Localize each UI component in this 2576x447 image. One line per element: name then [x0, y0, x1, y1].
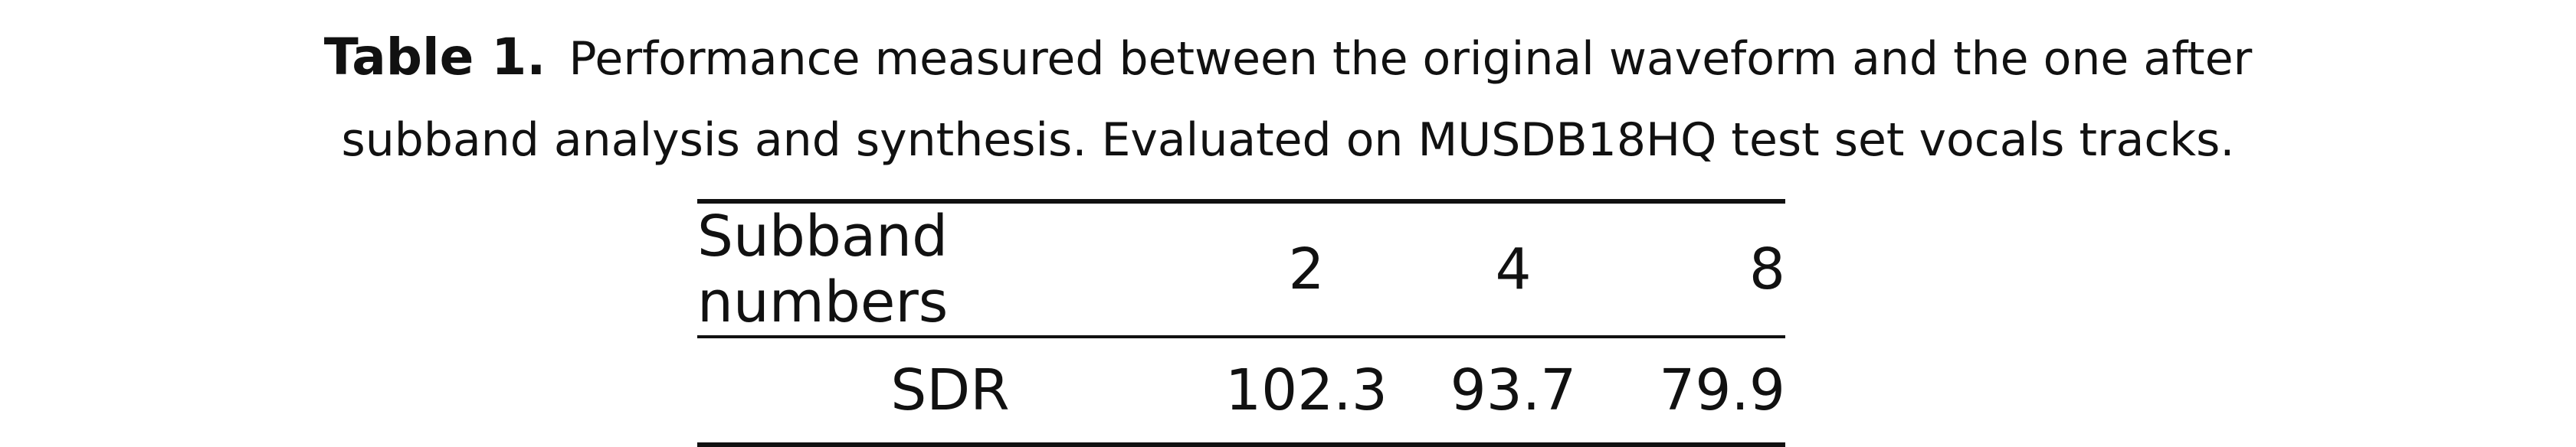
caption-label: Table 1.: [323, 28, 546, 86]
header-subband-numbers: Subband numbers: [697, 204, 949, 335]
header-2-subbands: 2: [1288, 237, 1325, 302]
table-header-row: Subband numbers 2 4 8: [697, 201, 1785, 337]
cell-sdr-8: 79.9: [1659, 357, 1785, 423]
table-row: SDR 102.3 93.7 79.9: [697, 337, 1785, 445]
caption-text-line-2: subband analysis and synthesis. Evaluate…: [341, 113, 2235, 167]
caption-line-1: Table 1. Performance measured between the…: [0, 17, 2576, 100]
header-8-subbands: 8: [1748, 237, 1785, 302]
header-4-subbands: 4: [1495, 237, 1532, 302]
cell-sdr-2: 102.3: [1225, 357, 1388, 423]
table-caption: Table 1. Performance measured between the…: [0, 17, 2576, 181]
row-label-sdr: SDR: [890, 357, 1010, 423]
cell-sdr-4: 93.7: [1450, 357, 1577, 423]
results-table-wrapper: Subband numbers 2 4 8 SDR 102.3 93.7 79.…: [697, 199, 1785, 447]
caption-text-line-1: Performance measured between the origina…: [569, 32, 2253, 86]
results-table: Subband numbers 2 4 8 SDR 102.3 93.7 79.…: [697, 199, 1785, 447]
